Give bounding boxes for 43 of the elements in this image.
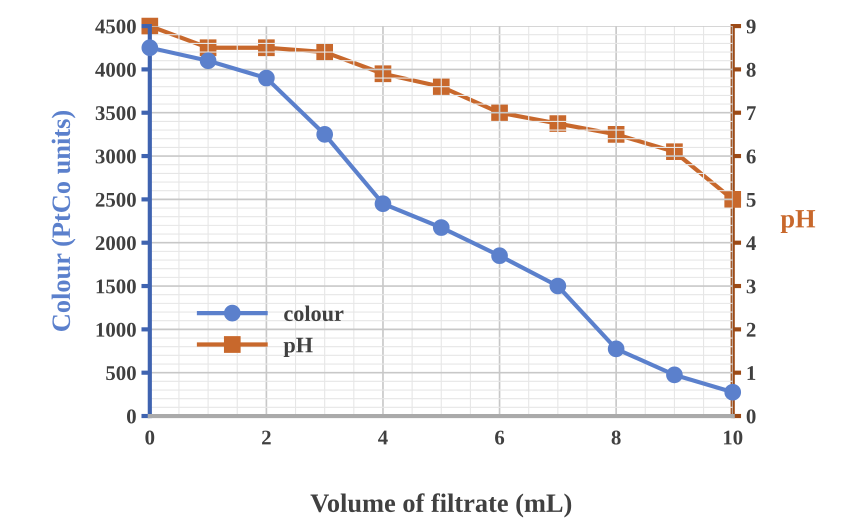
x-tick-label: 6 xyxy=(495,430,504,445)
x-tick-label: 8 xyxy=(612,430,621,445)
y-tick-label: 3000 xyxy=(96,149,136,164)
point xyxy=(374,195,392,212)
x-tick-label: 2 xyxy=(262,430,271,444)
y2-tick-label: 8 xyxy=(746,62,756,77)
point xyxy=(724,191,742,208)
point xyxy=(550,278,566,294)
point xyxy=(200,52,216,70)
y-tick-label: 0 xyxy=(126,409,136,424)
x-tick-label: 10 xyxy=(724,430,742,445)
y2-tick-label: 1 xyxy=(748,366,756,380)
y2-tick-label: 6 xyxy=(746,149,756,164)
y2-tick-label: 7 xyxy=(747,106,756,120)
point xyxy=(608,340,624,358)
y2-tick-label: 3 xyxy=(746,279,756,294)
y2-tick-label: 2 xyxy=(746,322,756,337)
y-tick-label: 500 xyxy=(106,366,136,380)
x-tick-label: 4 xyxy=(378,430,388,444)
y-tick-label: 3500 xyxy=(96,106,136,120)
y2-tick-label: 9 xyxy=(746,20,756,34)
point xyxy=(141,39,158,56)
x-axis-title: Volume of filtrate (mL) xyxy=(310,493,572,518)
point xyxy=(724,384,742,401)
y2-tick-label: 4 xyxy=(746,236,756,250)
x-tick-label: 0 xyxy=(145,430,154,445)
legend-label: colour xyxy=(284,305,344,322)
point xyxy=(491,247,508,264)
legend-label: pH xyxy=(284,338,313,358)
point xyxy=(316,126,334,143)
y-tick-label: 1500 xyxy=(96,279,136,294)
point xyxy=(258,70,275,86)
y2-tick-label: 5 xyxy=(746,192,756,207)
y-tick-label: 2500 xyxy=(96,192,136,207)
y-tick-label: 2000 xyxy=(96,236,136,250)
point xyxy=(432,219,450,236)
y-tick-label: 4500 xyxy=(95,19,136,34)
y-tick-label: 1000 xyxy=(96,322,136,337)
y2-tick-label: 0 xyxy=(746,409,756,424)
y-axis-title: Colour (PtCo units) xyxy=(52,111,76,331)
point xyxy=(666,366,683,384)
y-tick-label: 4000 xyxy=(95,62,136,77)
y2-axis-title: pH xyxy=(780,210,816,234)
